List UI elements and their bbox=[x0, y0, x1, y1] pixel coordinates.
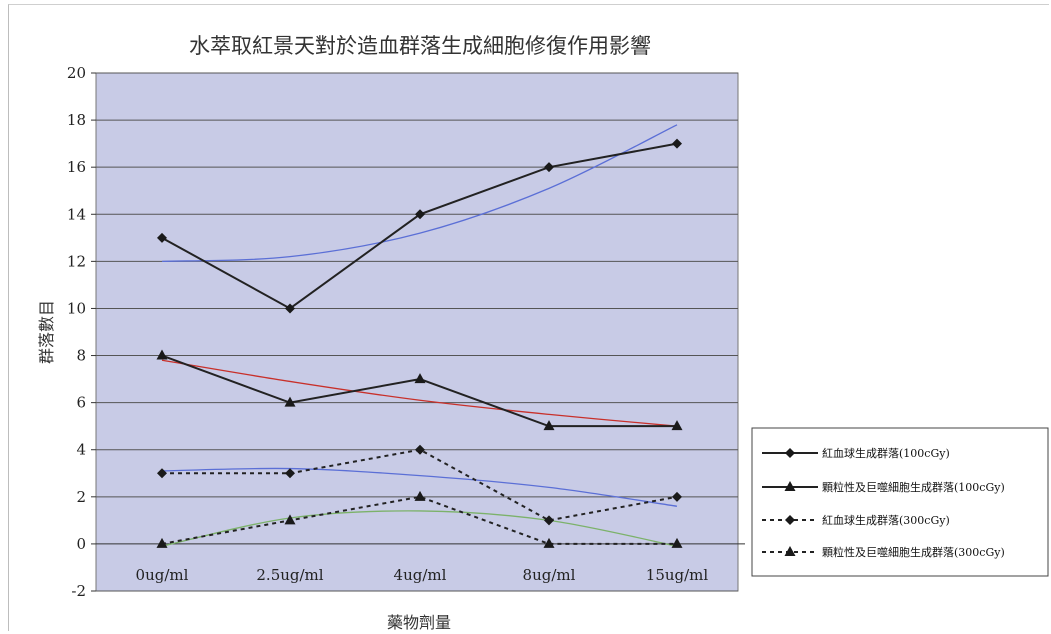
x-axis-ticks: 0ug/ml 2.5ug/ml 4ug/ml 8ug/ml 15ug/ml bbox=[136, 566, 709, 584]
trendline bbox=[161, 510, 678, 547]
y-tick-label: 14 bbox=[67, 205, 86, 223]
series-lines bbox=[156, 138, 683, 548]
legend-marker bbox=[785, 515, 795, 525]
legend-label: 顆粒性及巨噬細胞生成群落(300cGy) bbox=[822, 545, 1005, 559]
data-point bbox=[284, 514, 296, 525]
data-point bbox=[544, 162, 554, 173]
data-point bbox=[672, 138, 682, 149]
data-point bbox=[414, 490, 426, 501]
y-axis-ticks: -2 0 2 4 6 8 10 12 14 16 18 20 bbox=[67, 64, 96, 600]
data-point bbox=[157, 468, 167, 479]
data-point bbox=[544, 515, 554, 526]
x-tick-label: 15ug/ml bbox=[646, 566, 709, 584]
legend-item: 顆粒性及巨噬細胞生成群落(100cGy) bbox=[762, 480, 1005, 494]
data-point bbox=[543, 537, 555, 548]
legend-label: 顆粒性及巨噬細胞生成群落(100cGy) bbox=[822, 480, 1005, 494]
data-point bbox=[671, 420, 683, 431]
series-2 bbox=[156, 349, 683, 431]
data-point bbox=[156, 537, 168, 548]
series-line bbox=[161, 495, 677, 545]
x-tick-label: 8ug/ml bbox=[523, 566, 576, 584]
trendline bbox=[161, 124, 678, 263]
x-tick-label: 4ug/ml bbox=[394, 566, 447, 584]
y-tick-label: 12 bbox=[67, 252, 86, 270]
y-tick-label: 0 bbox=[76, 535, 86, 553]
legend-marker bbox=[785, 448, 795, 458]
legend-label: 紅血球生成群落(300cGy) bbox=[822, 513, 950, 527]
legend-marker bbox=[784, 546, 796, 556]
x-tick-label: 2.5ug/ml bbox=[256, 566, 323, 584]
y-tick-label: -2 bbox=[71, 582, 86, 600]
y-tick-label: 4 bbox=[76, 441, 86, 459]
y-tick-label: 18 bbox=[67, 111, 86, 129]
data-point bbox=[156, 349, 168, 360]
data-point bbox=[672, 491, 682, 502]
legend: 紅血球生成群落(100cGy) 顆粒性及巨噬細胞生成群落(100cGy) 紅血球生成… bbox=[751, 427, 1049, 577]
y-tick-label: 8 bbox=[76, 347, 86, 365]
data-point bbox=[285, 468, 295, 479]
trendline bbox=[161, 359, 678, 427]
legend-label: 紅血球生成群落(100cGy) bbox=[822, 446, 950, 460]
x-axis-label: 藥物劑量 bbox=[387, 613, 451, 632]
series-4 bbox=[156, 490, 683, 548]
y-tick-label: 6 bbox=[76, 394, 86, 412]
legend-marker bbox=[784, 481, 796, 491]
series-3 bbox=[157, 444, 682, 526]
data-point bbox=[157, 232, 167, 243]
data-point bbox=[284, 396, 296, 407]
data-point bbox=[415, 209, 425, 220]
data-point bbox=[285, 303, 295, 314]
data-point bbox=[414, 373, 426, 384]
y-tick-label: 20 bbox=[67, 64, 86, 82]
legend-item: 紅血球生成群落(100cGy) bbox=[762, 446, 950, 460]
data-point bbox=[543, 420, 555, 431]
data-point bbox=[671, 537, 683, 548]
chart-frame bbox=[8, 4, 1049, 631]
y-tick-label: 16 bbox=[67, 158, 86, 176]
chart-title: 水萃取紅景天對於造血群落生成細胞修復作用影響 bbox=[189, 34, 651, 58]
x-tick-label: 0ug/ml bbox=[136, 566, 189, 584]
data-point bbox=[415, 444, 425, 455]
y-axis-label: 群落數目 bbox=[37, 300, 56, 364]
legend-item: 紅血球生成群落(300cGy) bbox=[762, 513, 950, 527]
series-line bbox=[162, 448, 678, 522]
legend-item: 顆粒性及巨噬細胞生成群落(300cGy) bbox=[762, 545, 1005, 559]
y-tick-label: 2 bbox=[76, 488, 86, 506]
y-tick-label: 10 bbox=[67, 299, 86, 317]
series-1 bbox=[157, 138, 682, 314]
trendlines bbox=[161, 124, 678, 547]
trendline bbox=[161, 467, 678, 507]
